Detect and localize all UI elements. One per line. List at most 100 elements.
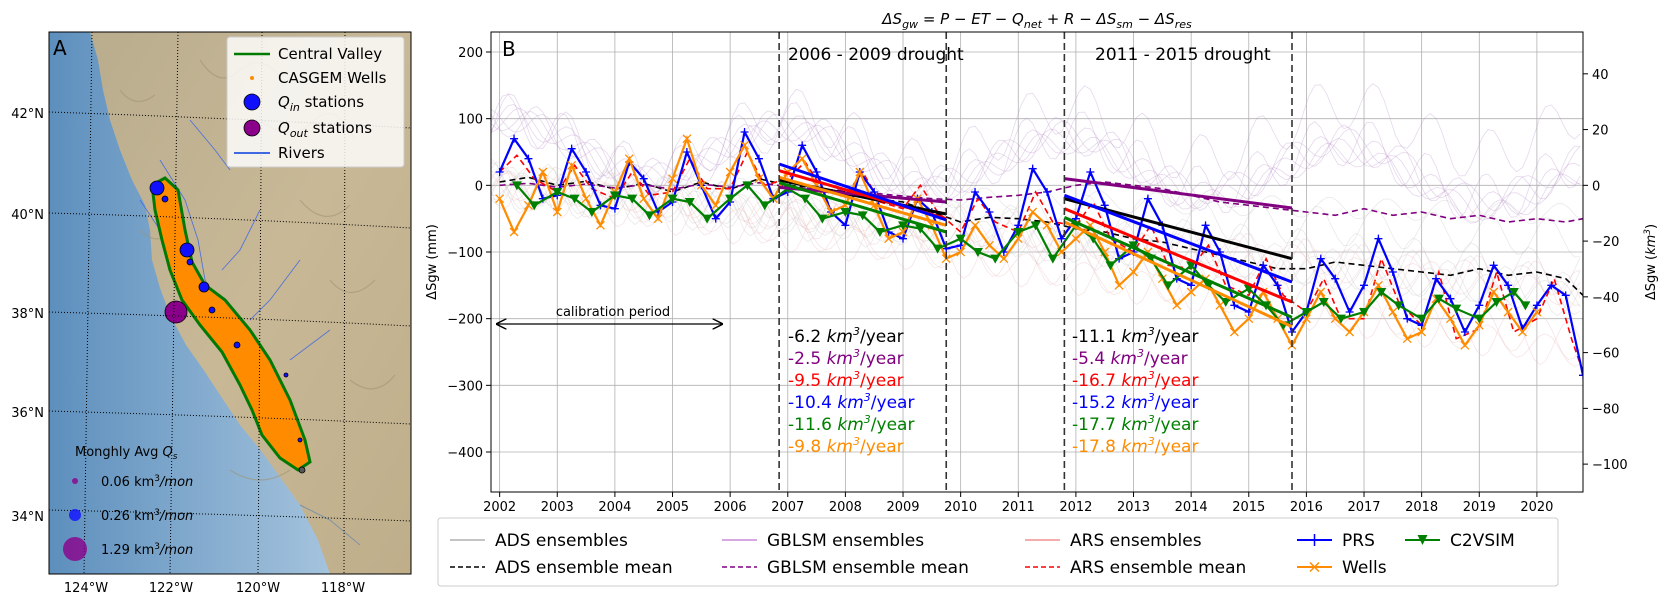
data-point-c2vsim [1203,281,1214,291]
rate-label: -11.1 km3/year [1072,325,1198,347]
data-point-prs [510,134,519,143]
legend-qout-stations: Qout stations [278,119,372,140]
ensemble-line [491,166,1581,258]
data-point-wells [970,220,980,230]
legend-central-valley: Central Valley [278,45,382,63]
data-point-wells [1244,314,1254,324]
data-point-wells [509,227,519,237]
ensemble-line [491,165,1581,366]
data-point-prs [1432,274,1441,283]
data-point-c2vsim [1376,288,1387,297]
data-point-c2vsim [955,234,966,244]
data-point-prs [1547,281,1556,290]
x-tick-label: 2006 [714,500,747,515]
data-point-wells [725,167,735,177]
lon-tick-label: 120°W [236,581,280,596]
y2-tick-label: −100 [1592,458,1628,473]
series-line-ads-ensemble-mean [499,176,1583,296]
data-point-wells [538,167,548,177]
data-point-c2vsim [569,194,580,204]
data-point-prs [1143,194,1152,203]
rate-label: -6.2 km3/year [788,325,904,347]
data-point-c2vsim [1416,314,1427,324]
series-line-prs [498,128,1583,376]
rate-label: -10.4 km3/year [788,391,914,413]
legend-marker-wells [250,76,254,80]
y2-axis-label: ΔSgw (km3) [1643,224,1659,300]
data-point-prs [1028,164,1037,173]
legend-label-gblsm-ensembles: GBLSM ensembles [767,531,924,551]
rate-label: -16.7 km3/year [1072,369,1198,391]
ensemble-line [491,104,1581,219]
y2-tick-label: −40 [1592,291,1619,306]
data-point-prs [1388,268,1397,276]
data-point-prs [1504,281,1513,290]
map-legend: Central Valley CASGEM Wells Qin stations… [226,36,405,168]
panel-label-b: B [502,37,516,61]
data-point-wells [898,227,908,237]
legend-label-prs: PRS [1342,531,1375,551]
data-point-wells [855,167,865,177]
lat-tick-label: 34°N [11,510,44,525]
legend-label-ars-mean: ARS ensemble mean [1070,558,1246,578]
data-point-wells [552,207,562,217]
x-tick-label: 2004 [598,500,631,515]
data-point-prs [495,168,504,176]
data-point-prs [1316,254,1325,263]
data-point-wells [653,214,663,224]
data-point-wells [1532,307,1542,317]
data-point-prs [567,144,576,153]
data-point-wells [956,247,966,257]
data-point-prs [582,168,591,176]
data-point-wells [1474,320,1484,330]
data-point-wells [1215,300,1225,310]
x-tick-label: 2020 [1520,500,1553,515]
x-tick-label: 2017 [1347,500,1380,515]
data-point-wells [797,154,807,164]
data-point-c2vsim [586,208,597,217]
y2-axis-ticks: 40 20 0 −20 −40 −60 −80 −100 [1583,68,1628,473]
legend-casgem-wells: CASGEM Wells [278,69,387,87]
size-legend-small [72,478,78,484]
y-tick-label: −300 [447,379,483,394]
data-point-c2vsim [1335,314,1346,324]
ensemble-line [491,111,1581,221]
y-tick-label: 200 [458,46,483,61]
qout-station [164,300,188,324]
data-point-prs [1579,371,1583,380]
data-point-c2vsim [840,208,851,217]
size-legend-label-small: 0.06 km3/mon [101,474,193,490]
data-point-prs [812,168,821,176]
legend-label-gblsm-mean: GBLSM ensemble mean [767,558,969,578]
trend-line-2006-2009 [778,162,947,222]
drought-label-2011-2015: 2011 - 2015 drought [1095,45,1271,65]
data-point-prs [1273,281,1282,290]
data-point-c2vsim [932,244,943,254]
map-coast-inlet [299,504,361,546]
legend-marker-qout [243,119,261,137]
y2-tick-label: 20 [1592,124,1609,139]
ensemble-line [491,165,1581,360]
data-point-wells [1301,314,1311,324]
x-tick-label: 2011 [1002,500,1035,515]
data-point-prs [1561,291,1570,300]
data-point-wells [1129,267,1138,277]
data-point-prs [971,188,980,196]
data-point-wells [1388,307,1398,317]
calibration-label: calibration period [556,305,670,320]
data-point-prs [1403,314,1412,323]
data-point-wells [682,134,692,144]
data-point-prs [1360,281,1369,290]
data-point-wells [1460,340,1470,350]
data-point-c2vsim [857,211,868,221]
central-valley-polygon [150,176,312,472]
qout-station [298,466,306,474]
lon-tick-label: 118°W [321,581,365,596]
ensemble-line [491,83,1581,195]
trend-line-2011-2015 [1063,215,1293,319]
drought-label-2006-2009: 2006 - 2009 drought [788,45,964,65]
data-point-c2vsim [511,181,522,191]
data-point-wells [1316,287,1326,297]
data-point-prs [1086,168,1095,176]
